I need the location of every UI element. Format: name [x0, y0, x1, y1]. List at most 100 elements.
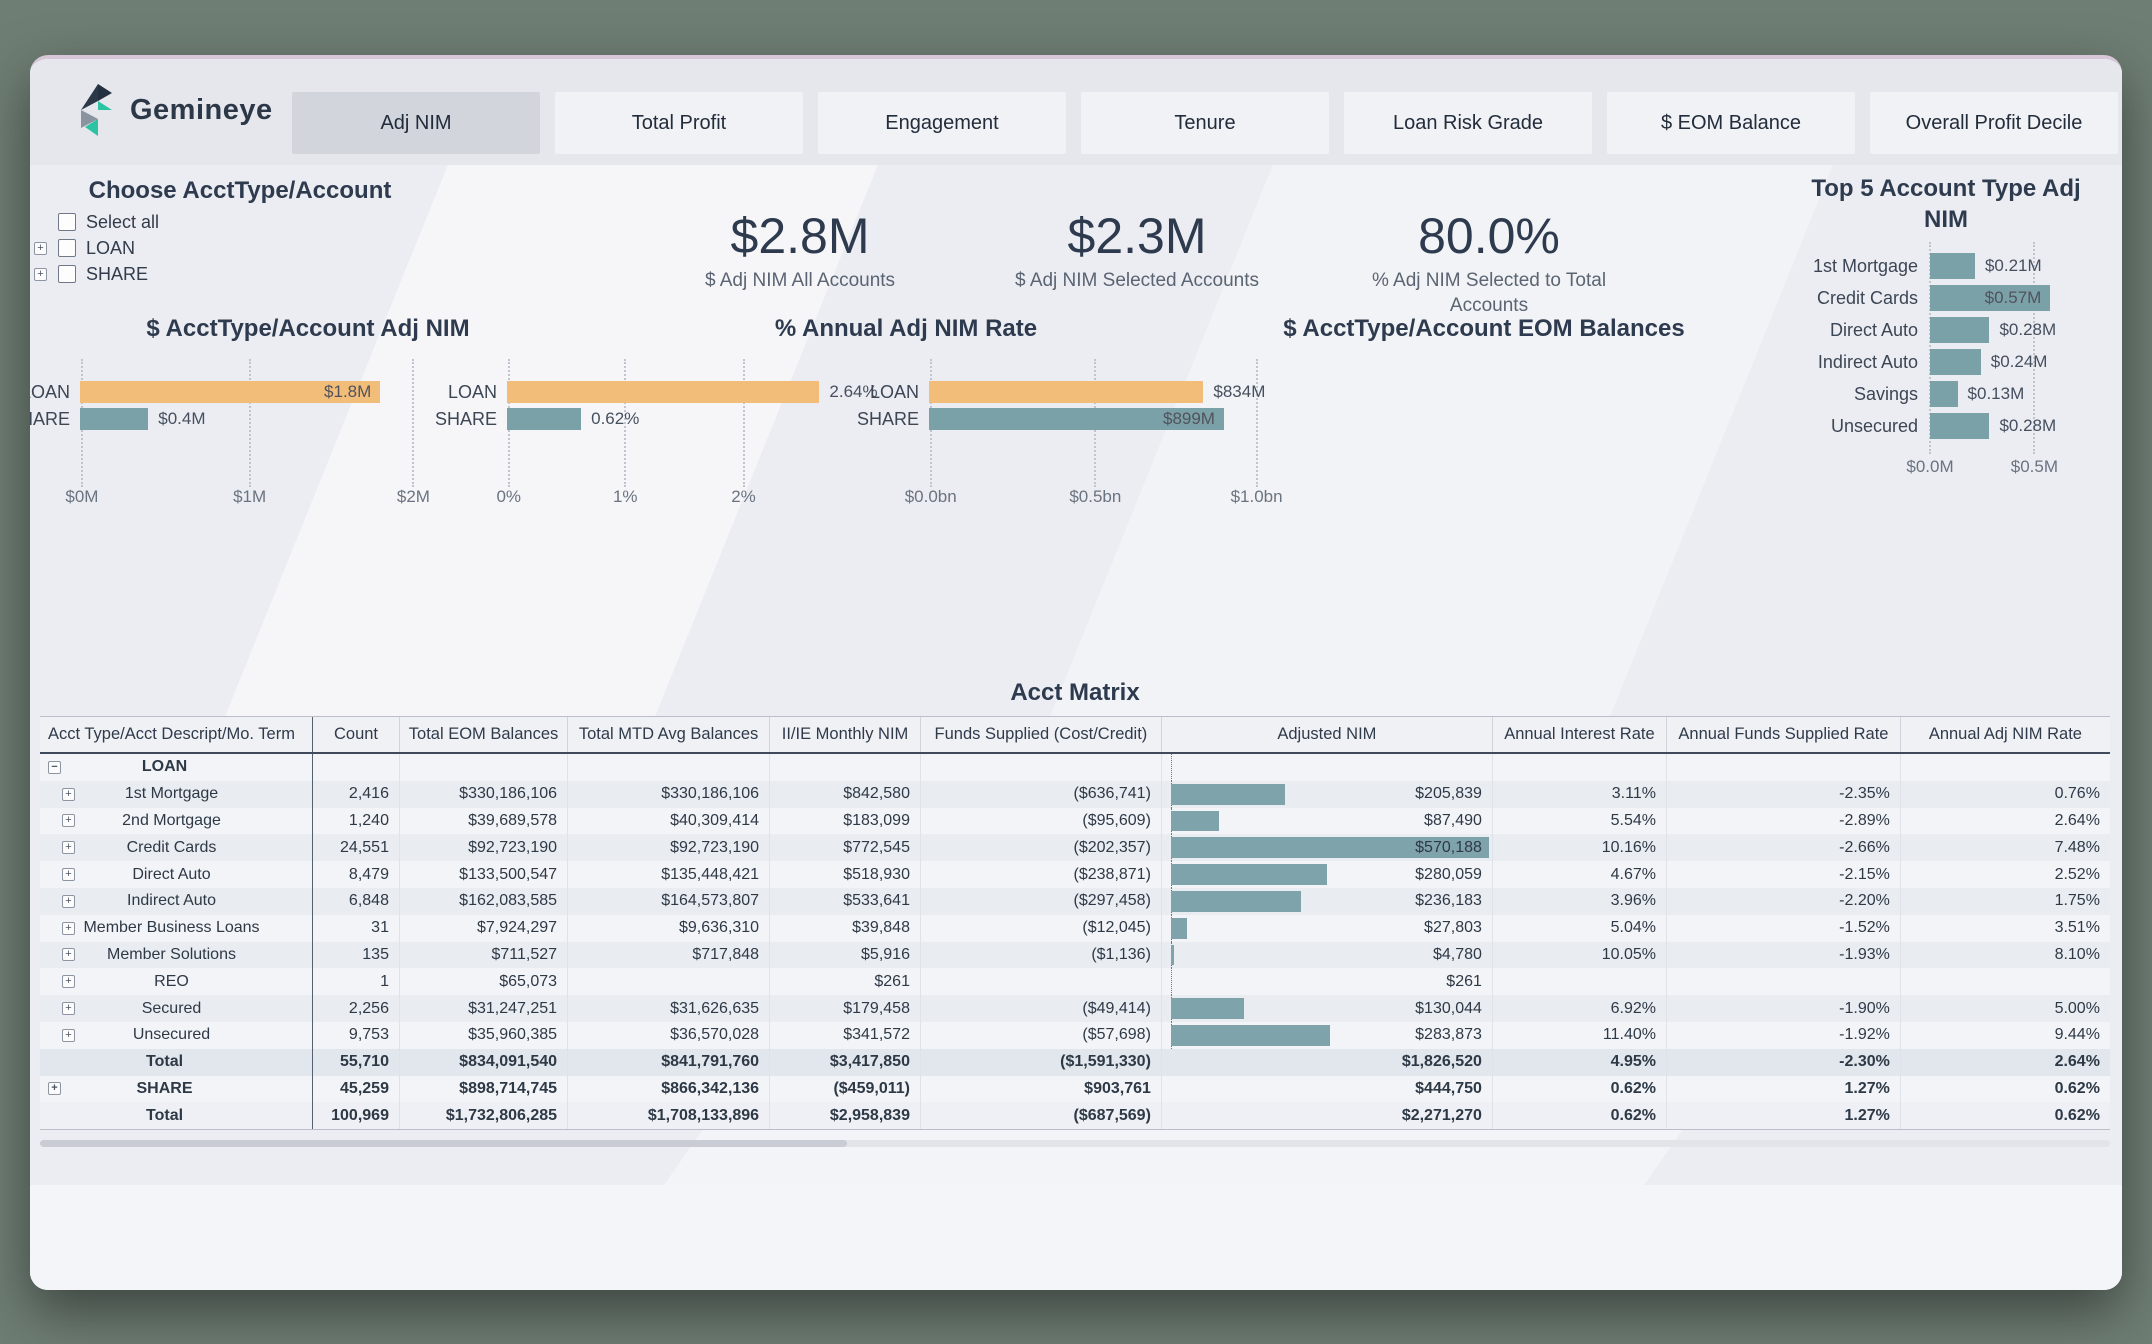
cell-annual-adj-nim-rate: 0.62%	[2054, 1106, 2100, 1124]
category-label: LOAN	[30, 382, 70, 402]
checkbox[interactable]	[58, 265, 76, 283]
expand-icon[interactable]: +	[34, 267, 47, 281]
column-header[interactable]: Annual Interest Rate	[1493, 717, 1667, 752]
column-header[interactable]: Adjusted NIM	[1162, 717, 1493, 752]
data-bar[interactable]: $0.21M	[1930, 253, 2042, 279]
cell-monthly-nim	[770, 754, 921, 781]
cell-eom-balances	[400, 754, 569, 781]
column-header[interactable]: Total EOM Balances	[400, 717, 569, 752]
checkbox[interactable]	[58, 239, 76, 257]
row-expander-icon[interactable]: +	[62, 921, 75, 935]
table-row[interactable]: Total 55,710 $834,091,540 $841,791,760 $…	[40, 1048, 2110, 1076]
nav-tab[interactable]: Overall Profit Decile	[1870, 92, 2118, 154]
table-row[interactable]: Total 100,969 $1,732,806,285 $1,708,133,…	[40, 1102, 2110, 1130]
scrollbar-thumb[interactable]	[40, 1140, 848, 1147]
cell-annual-adj-nim-rate: 8.10%	[2054, 945, 2100, 963]
nav-tab[interactable]: Adj NIM	[292, 92, 540, 154]
header-bar: Gemineye Adj NIM Total Profit Engagement…	[30, 59, 2122, 165]
table-row[interactable]: + SHARE 45,259 $898,714,745 $866,342,136 …	[40, 1075, 2110, 1103]
cell-adjusted-nim: $87,490	[1162, 807, 1493, 835]
column-header[interactable]: Acct Type/Acct Descript/Mo. Term	[40, 717, 314, 752]
row-label: SHARE	[136, 1079, 193, 1097]
data-bar[interactable]: $0.24M	[1930, 349, 2047, 375]
table-row[interactable]: + Member Business Loans 31 $7,924,297 $9,…	[40, 914, 2110, 942]
horizontal-scrollbar	[40, 1140, 2110, 1147]
row-expander-icon[interactable]: +	[62, 841, 75, 855]
cell-annual-funds-supplied-rate: -2.35%	[1667, 780, 1901, 808]
row-expander-icon[interactable]: +	[62, 814, 75, 828]
cell-eom-balances: $834,091,540	[400, 1048, 569, 1076]
checkbox[interactable]	[58, 213, 76, 231]
nav-tab[interactable]: Loan Risk Grade	[1344, 92, 1592, 154]
cell-annual-funds-supplied-rate: -1.90%	[1667, 995, 1901, 1022]
row-expander-icon[interactable]: +	[62, 787, 75, 801]
table-row[interactable]: − LOAN	[40, 754, 2110, 781]
cell-count: 24,551	[313, 834, 400, 862]
value-label: $0.28M	[1999, 320, 2057, 339]
cell-funds-supplied: ($57,698)	[921, 1021, 1162, 1049]
cell-annual-funds-supplied-rate: 1.27%	[1667, 1102, 1901, 1130]
nav-tab[interactable]: Tenure	[1081, 92, 1329, 154]
nav-tab[interactable]: $ EOM Balance	[1607, 92, 1855, 154]
data-bar[interactable]: 2.64%	[507, 381, 878, 403]
nav-tab[interactable]: Total Profit	[555, 92, 803, 154]
axis-tick: $0.5M	[2010, 457, 2059, 476]
table-row[interactable]: + Secured 2,256 $31,247,251 $31,626,635 $…	[40, 995, 2110, 1022]
cell-count: 45,259	[313, 1075, 400, 1103]
row-label: 1st Mortgage	[124, 785, 219, 803]
data-bar[interactable]: $899M	[929, 408, 1224, 430]
column-header[interactable]: Annual Funds Supplied Rate	[1667, 717, 1901, 752]
data-bar[interactable]: $1.8M	[80, 381, 381, 403]
column-header[interactable]: Total MTD Avg Balances	[568, 717, 771, 752]
cell-eom-balances: $162,083,585	[400, 887, 569, 915]
cell-funds-supplied: ($238,871)	[921, 861, 1162, 888]
column-header[interactable]: Annual Adj NIM Rate	[1928, 725, 2082, 743]
adjusted-nim-data-bar	[1170, 810, 1219, 832]
cell-adjusted-nim: $444,750	[1162, 1075, 1493, 1103]
nav-tab[interactable]: Engagement	[818, 92, 1066, 154]
cell-funds-supplied: ($95,609)	[921, 807, 1162, 835]
row-expander-icon[interactable]: +	[62, 894, 75, 908]
data-bar[interactable]: $0.57M	[1930, 285, 2051, 311]
expand-icon[interactable]: +	[34, 241, 47, 255]
table-row[interactable]: +1st Mortgage 2,416 $330,186,106 $330,18…	[40, 780, 2110, 808]
table-row[interactable]: + Direct Auto 8,479 $133,500,547 $135,448…	[40, 861, 2110, 888]
cell-count: 2,256	[313, 995, 400, 1022]
cell-annual-interest-rate: 3.11%	[1493, 780, 1667, 808]
footer-band	[30, 1185, 2122, 1290]
cell-adjusted-nim	[1162, 754, 1493, 781]
table-row[interactable]: +2nd Mortgage 1,240 $39,689,578 $40,309,…	[40, 807, 2110, 835]
data-bar[interactable]: $0.13M	[1930, 381, 2024, 407]
report-canvas: Choose AcctType/Account Select all + LOA…	[30, 165, 2122, 1290]
column-header[interactable]: Funds Supplied (Cost/Credit)	[921, 717, 1162, 752]
cell-monthly-nim: $179,458	[770, 995, 921, 1022]
row-expander-icon[interactable]: +	[48, 1082, 61, 1096]
row-expander-icon[interactable]: +	[62, 948, 75, 962]
cell-mtd-avg-balances: $135,448,421	[568, 861, 771, 888]
table-row[interactable]: + Indirect Auto 6,848 $162,083,585 $164,5…	[40, 887, 2110, 915]
table-row[interactable]: + Credit Cards 24,551 $92,723,190 $92,723…	[40, 834, 2110, 862]
row-label: Member Solutions	[107, 945, 236, 963]
data-bar[interactable]: $0.4M	[80, 408, 206, 430]
table-row[interactable]: + Member Solutions 135 $711,527 $717,848 …	[40, 941, 2110, 969]
row-expander-icon[interactable]: +	[62, 1028, 75, 1042]
data-bar[interactable]: $0.28M	[1930, 317, 2056, 343]
column-header[interactable]: Count	[313, 717, 400, 752]
row-expander-icon[interactable]: −	[48, 760, 61, 774]
cell-adjusted-nim: $130,044	[1162, 995, 1493, 1022]
table-row[interactable]: + REO 1 $65,073 $261 $261	[40, 968, 2110, 996]
table-row[interactable]: + Unsecured 9,753 $35,960,385 $36,570,028…	[40, 1021, 2110, 1049]
row-expander-icon[interactable]: +	[62, 1002, 75, 1016]
data-bar[interactable]: 0.62%	[507, 408, 639, 430]
cell-annual-funds-supplied-rate: -1.93%	[1667, 941, 1901, 969]
row-label: 2nd Mortgage	[122, 811, 221, 829]
cell-mtd-avg-balances	[568, 968, 771, 996]
data-bar[interactable]: $834M	[929, 381, 1265, 403]
row-expander-icon[interactable]: +	[62, 975, 75, 989]
column-header[interactable]: II/IE Monthly NIM	[770, 717, 921, 752]
cell-eom-balances: $35,960,385	[400, 1021, 569, 1049]
data-bar[interactable]: $0.28M	[1930, 413, 2056, 439]
row-expander-icon[interactable]: +	[62, 868, 75, 882]
row-label: Member Business Loans	[83, 919, 260, 937]
chart-title: % Annual Adj NIM Rate	[774, 315, 1038, 342]
